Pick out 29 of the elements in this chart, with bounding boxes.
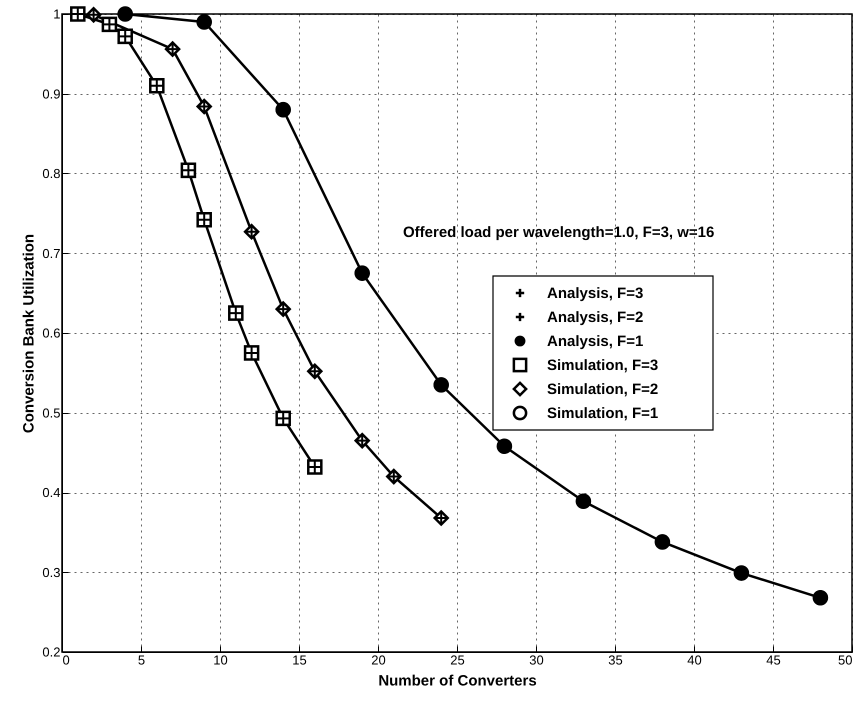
- x-tick-label: 15: [292, 652, 307, 668]
- y-tick-label: 0.3: [42, 564, 60, 580]
- legend-label: Analysis, F=3: [547, 285, 644, 302]
- y-tick-label: 0.9: [42, 86, 60, 102]
- y-tick-label: 1: [53, 6, 60, 22]
- y-tick-label: 0.5: [42, 405, 60, 420]
- x-tick-label: 50: [838, 652, 852, 668]
- x-tick-label: 10: [213, 652, 228, 668]
- x-tick-label: 0: [62, 652, 70, 668]
- legend-label: Analysis, F=2: [547, 309, 644, 326]
- x-tick-label: 20: [371, 652, 386, 668]
- x-tick-label: 30: [529, 652, 544, 668]
- x-tick-label: 35: [608, 652, 623, 668]
- x-tick-label: 45: [766, 652, 781, 668]
- legend-label: Simulation, F=2: [547, 381, 658, 398]
- legend-label: Simulation, F=1: [547, 405, 658, 422]
- y-tick-label: 0.2: [42, 644, 60, 660]
- annotation: Offered load per wavelength=1.0, F=3, w=16: [403, 224, 714, 241]
- y-tick-label: 0.8: [42, 166, 60, 181]
- x-tick-label: 40: [687, 652, 702, 668]
- y-axis-title: Conversion Bank Utilization: [20, 234, 38, 434]
- y-tick-label: 0.6: [42, 326, 60, 340]
- x-tick-label: 25: [450, 652, 465, 668]
- y-tick-label: 0.4: [42, 485, 60, 500]
- y-tick-label: 0.7: [42, 246, 60, 261]
- legend-label: Simulation, F=3: [547, 357, 658, 374]
- x-axis-title: Number of Converters: [378, 672, 537, 690]
- legend-label: Analysis, F=1: [547, 333, 644, 350]
- x-tick-label: 5: [138, 652, 146, 668]
